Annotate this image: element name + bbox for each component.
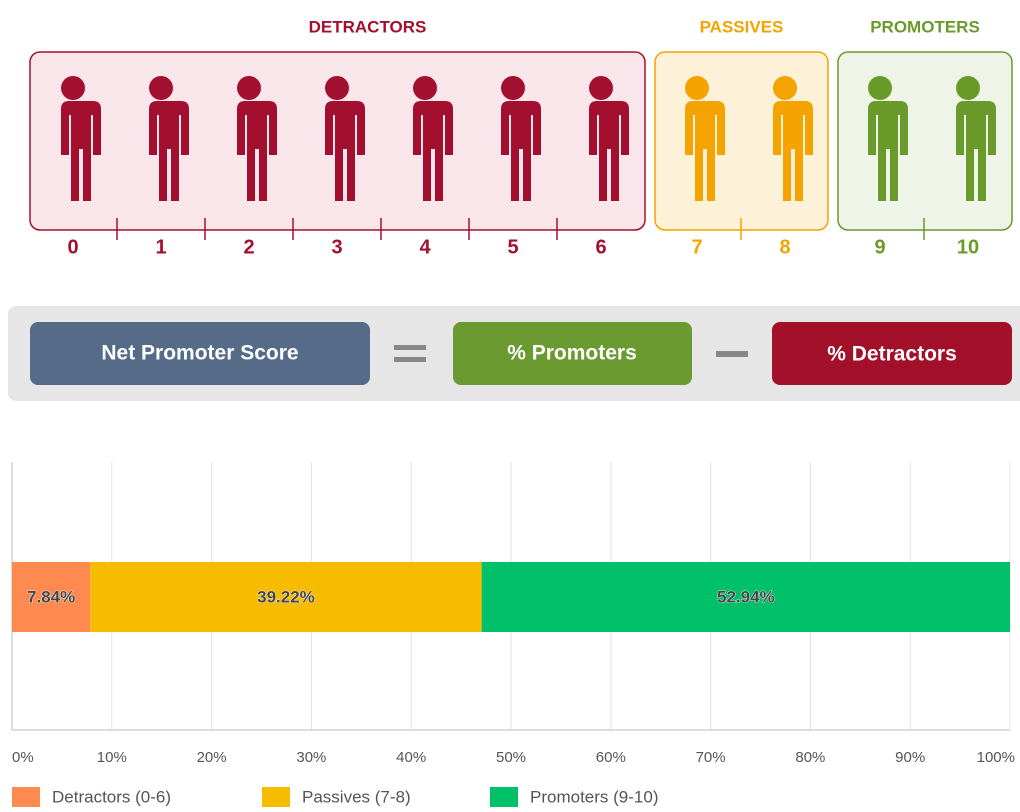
person-body	[229, 101, 277, 201]
detractors-box	[772, 322, 1012, 385]
x-tick-label: 90%	[895, 749, 925, 766]
person-body	[493, 101, 541, 201]
x-tick-label: 20%	[197, 749, 227, 766]
nps-label: Net Promoter Score	[101, 342, 298, 365]
promoters-box	[453, 322, 692, 385]
person-head	[501, 76, 525, 100]
bar-segment	[12, 562, 91, 632]
person-body	[581, 101, 629, 201]
nps-box	[30, 322, 370, 385]
person-head	[868, 76, 892, 100]
person-body	[53, 101, 101, 201]
promoters-label: % Promoters	[507, 342, 637, 365]
minus-sign	[716, 351, 748, 357]
bar-segment	[90, 562, 482, 632]
score-label: 7	[691, 236, 702, 258]
value-label: 52.94%	[717, 587, 775, 606]
x-tick-label: 40%	[396, 749, 426, 766]
equals-sign	[394, 345, 426, 362]
person-head	[413, 76, 437, 100]
group-title: PASSIVES	[700, 17, 784, 36]
x-tick-label: 0%	[12, 749, 34, 766]
x-tick-label: 100%	[977, 749, 1015, 766]
legend-label: Passives (7-8)	[302, 787, 411, 806]
x-tick-label: 80%	[795, 749, 825, 766]
person-head	[325, 76, 349, 100]
score-label: 2	[243, 236, 254, 258]
person-body	[317, 101, 365, 201]
score-label: 8	[779, 236, 790, 258]
score-label: 0	[67, 236, 78, 258]
x-tick-label: 30%	[296, 749, 326, 766]
legend-label: Detractors (0-6)	[52, 787, 171, 806]
score-label: 4	[419, 236, 431, 258]
legend-label: Promoters (9-10)	[530, 787, 658, 806]
legend-swatch	[490, 787, 518, 807]
person-body	[141, 101, 189, 201]
group-title: DETRACTORS	[309, 17, 427, 36]
x-tick-label: 70%	[696, 749, 726, 766]
person-head	[589, 76, 613, 100]
x-tick-label: 10%	[97, 749, 127, 766]
legend-swatch	[262, 787, 290, 807]
x-tick-label: 50%	[496, 749, 526, 766]
group-title: PROMOTERS	[870, 17, 980, 36]
person-body	[948, 101, 996, 201]
score-label: 9	[874, 236, 885, 258]
detractors-label: % Detractors	[827, 343, 957, 366]
score-label: 5	[507, 236, 518, 258]
person-body	[405, 101, 453, 201]
person-head	[956, 76, 980, 100]
x-tick-label: 60%	[596, 749, 626, 766]
value-label: 39.22%	[257, 587, 315, 606]
person-head	[61, 76, 85, 100]
score-label: 3	[331, 236, 342, 258]
person-body	[677, 101, 725, 201]
person-head	[685, 76, 709, 100]
score-label: 10	[957, 236, 979, 258]
person-body	[860, 101, 908, 201]
value-label: 7.84%	[27, 587, 75, 606]
legend-swatch	[12, 787, 40, 807]
score-label: 1	[155, 236, 166, 258]
person-head	[149, 76, 173, 100]
person-head	[773, 76, 797, 100]
score-label: 6	[595, 236, 606, 258]
person-body	[765, 101, 813, 201]
bar-segment	[481, 562, 1010, 632]
person-head	[237, 76, 261, 100]
